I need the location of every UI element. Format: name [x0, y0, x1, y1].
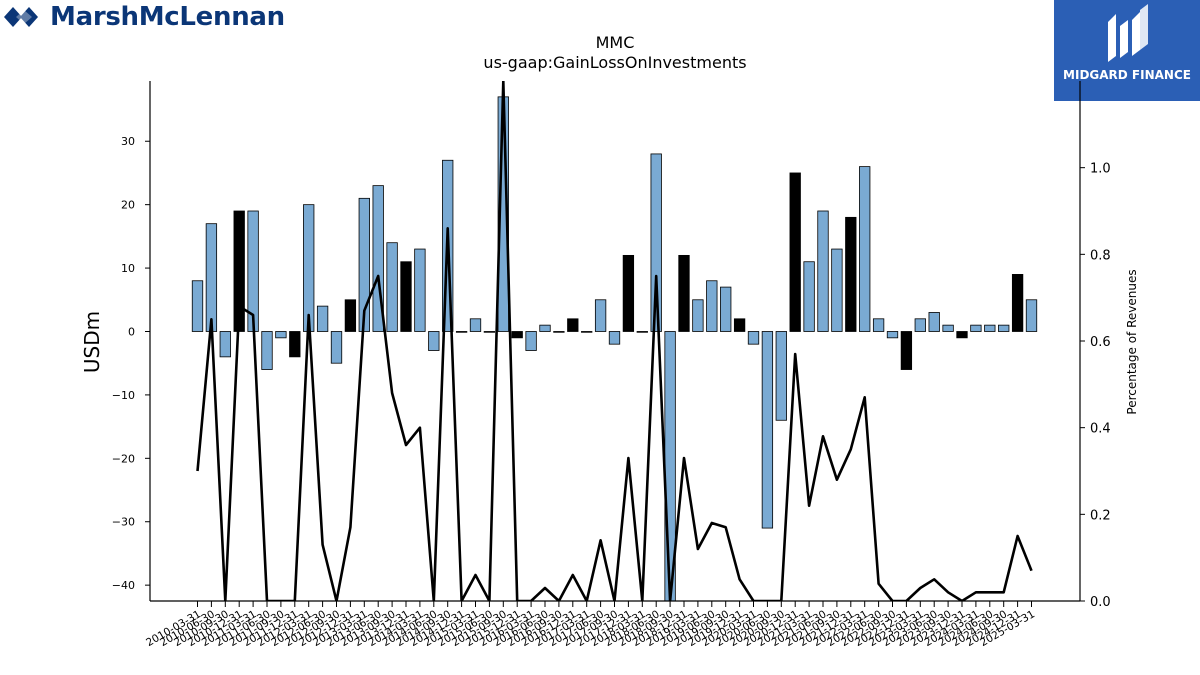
bars-group [191, 96, 1038, 601]
bar-2016-12-31 [567, 318, 579, 332]
y2-tick-label: 0.8 [1090, 248, 1111, 263]
y-tick-label: −40 [112, 579, 135, 592]
bar-2014-03-31 [414, 248, 426, 332]
bar-2010-06-30 [205, 223, 218, 332]
bar-2016-09-30 [553, 331, 565, 333]
bar-2019-06-30 [706, 280, 718, 332]
bar-2013-09-30 [386, 242, 398, 332]
bar-2023-06-30 [928, 312, 940, 332]
bar-2023-03-31 [914, 318, 926, 332]
bar-2016-06-30 [539, 324, 551, 332]
bar-2020-03-31 [747, 331, 760, 345]
axes-group: −40−30−20−1001020300.00.20.40.60.81.0201… [112, 81, 1111, 649]
bar-2021-12-31 [845, 216, 857, 332]
bar-2012-12-31 [344, 299, 357, 332]
y-tick-label: 0 [128, 325, 135, 338]
bar-2022-12-31 [900, 331, 913, 370]
midgard-finance-wordmark: MIDGARD FINANCE [1063, 68, 1191, 82]
bar-2023-09-30 [942, 324, 954, 332]
bar-2018-03-31 [636, 331, 648, 333]
bar-2010-03-31 [191, 280, 204, 332]
marsh-mclennan-wordmark: MarshMcLennan [50, 2, 285, 32]
chart-subtitle: us-gaap:GainLossOnInvestments [483, 53, 746, 72]
y-tick-label: −30 [112, 516, 135, 529]
bar-2021-03-31 [803, 261, 815, 332]
bar-2012-03-31 [303, 204, 315, 332]
bar-2019-03-31 [692, 299, 704, 332]
y-tick-label: 20 [121, 199, 135, 212]
bar-2020-12-31 [789, 172, 801, 332]
y-tick-label: −20 [112, 452, 135, 465]
marsh-mclennan-mark-icon [4, 7, 38, 27]
bar-2018-12-31 [678, 254, 690, 332]
bar-2019-12-31 [733, 318, 746, 332]
bar-2015-12-31 [511, 331, 523, 339]
bar-2022-06-30 [872, 318, 885, 332]
bar-2014-12-31 [455, 331, 468, 333]
bar-2017-12-31 [622, 254, 635, 332]
y-tick-label: 10 [121, 262, 135, 275]
bar-2011-09-30 [275, 331, 287, 339]
y2-tick-label: 0.2 [1090, 508, 1111, 523]
bar-2013-06-30 [372, 185, 384, 332]
bar-2020-09-30 [775, 331, 787, 421]
y-tick-label: 30 [121, 135, 135, 148]
y2-tick-label: 1.0 [1090, 162, 1111, 177]
bar-2011-06-30 [261, 331, 273, 370]
bar-2016-03-31 [525, 331, 537, 351]
bar-2024-09-30 [998, 324, 1010, 332]
bar-2013-03-31 [358, 197, 370, 332]
bar-2024-12-31 [1011, 274, 1024, 332]
bar-2025-03-31 [1025, 299, 1038, 332]
bar-2021-09-30 [831, 248, 843, 332]
midgard-finance-logo: MIDGARD FINANCE [1054, 0, 1200, 101]
bar-2017-09-30 [608, 331, 621, 345]
bar-2022-03-31 [859, 166, 871, 332]
bar-2015-06-30 [483, 331, 496, 333]
bar-2012-06-30 [316, 305, 329, 332]
bar-2011-12-31 [289, 331, 301, 358]
bar-2017-03-31 [581, 331, 593, 333]
bar-2012-09-30 [330, 331, 343, 364]
bar-2013-12-31 [400, 261, 412, 332]
bar-2024-06-30 [984, 324, 996, 332]
bar-2015-03-31 [469, 318, 482, 332]
bar-2023-12-31 [956, 331, 968, 339]
midgard-mark-icon [1108, 4, 1148, 62]
y2-tick-label: 0.0 [1090, 595, 1111, 610]
marsh-mclennan-logo: MarshMcLennan [4, 2, 285, 32]
y-tick-label: −10 [112, 389, 135, 402]
bar-2022-09-30 [886, 331, 899, 339]
y2-tick-label: 0.6 [1090, 335, 1111, 350]
y2-tick-label: 0.4 [1090, 422, 1111, 437]
chart-title: MMC [596, 33, 635, 52]
bar-2019-09-30 [720, 286, 732, 332]
bar-2014-06-30 [428, 331, 440, 351]
bar-2024-03-31 [970, 324, 982, 332]
bar-2018-06-30 [650, 153, 662, 332]
bar-2010-09-30 [219, 331, 231, 358]
bar-2017-06-30 [594, 299, 607, 332]
bar-2020-06-30 [761, 331, 774, 529]
secondary-y-axis-label: Percentage of Revenues [1125, 269, 1139, 414]
bar-2021-06-30 [817, 210, 829, 332]
y-axis-label: USDm [80, 311, 104, 373]
